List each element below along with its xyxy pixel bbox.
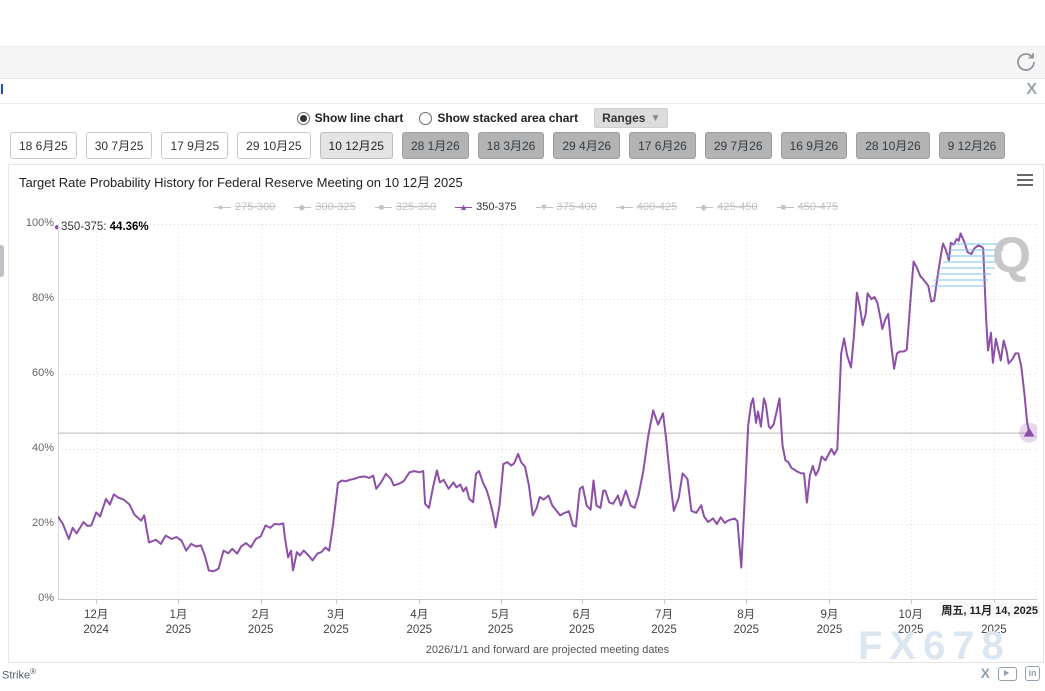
y-axis-label: 80% bbox=[31, 292, 54, 304]
chart-controls: Show line chart Show stacked area chart … bbox=[0, 108, 1005, 128]
radio-stacked-area-label: Show stacked area chart bbox=[437, 111, 579, 125]
legend-item-375-400[interactable]: ▼ 375-400 bbox=[535, 201, 597, 213]
youtube-icon[interactable] bbox=[998, 666, 1017, 681]
sub-toolbar-strip: l X bbox=[0, 79, 1045, 104]
x-axis-label: 8月 2025 bbox=[733, 609, 760, 636]
social-links: X in bbox=[981, 666, 1040, 681]
y-axis-label: 20% bbox=[31, 517, 54, 529]
y-axis-label: 60% bbox=[31, 367, 54, 379]
x-axis-label: 10月 2025 bbox=[897, 609, 924, 636]
legend-item-350-375[interactable]: ▲ 350-375 bbox=[455, 201, 517, 213]
x-axis-label: 12月 2024 bbox=[83, 609, 109, 636]
linkedin-icon[interactable]: in bbox=[1025, 666, 1040, 681]
x-axis-label: 6月 2025 bbox=[568, 609, 595, 636]
legend-item-400-425[interactable]: ● 400-425 bbox=[615, 201, 677, 213]
x-axis-label: 1月 2025 bbox=[165, 609, 192, 636]
legend-item-450-475[interactable]: ■ 450-475 bbox=[776, 201, 838, 213]
crosshair-date-label: 周五, 11月 14, 2025 bbox=[939, 602, 1040, 618]
radio-unselected-icon[interactable] bbox=[419, 111, 433, 125]
tab-28-10月26[interactable]: 28 10月26 bbox=[856, 132, 930, 159]
registered-mark: ® bbox=[30, 667, 37, 676]
x-axis-label: 2025 bbox=[981, 624, 1007, 636]
meeting-tabs: 18 6月25 30 7月25 17 9月25 29 10月25 10 12月25 28 … bbox=[10, 132, 1006, 159]
tab-10-12月25[interactable]: 10 12月25 bbox=[319, 132, 393, 159]
tooltip-series-label: 350-375 bbox=[61, 221, 104, 233]
ranges-dropdown-label: Ranges bbox=[602, 111, 646, 125]
chart-panel: Target Rate Probability History for Fede… bbox=[8, 164, 1044, 663]
y-axis-label: 0% bbox=[38, 592, 54, 604]
tab-17-6月26[interactable]: 17 6月26 bbox=[629, 132, 696, 159]
radio-selected-icon[interactable] bbox=[296, 111, 310, 125]
projection-note: 2026/1/1 and forward are projected meeti… bbox=[425, 644, 670, 656]
tab-29-10月25[interactable]: 29 10月25 bbox=[237, 132, 311, 159]
x-axis-label: 2月 2025 bbox=[247, 609, 274, 636]
tab-9-12月26[interactable]: 9 12月26 bbox=[938, 132, 1006, 159]
x-axis-label: 4月 2025 bbox=[406, 609, 433, 636]
fx678-watermark: FX678 bbox=[858, 624, 1011, 668]
tab-17-9月25[interactable]: 17 9月25 bbox=[161, 132, 229, 159]
tab-29-4月26[interactable]: 29 4月26 bbox=[553, 132, 621, 159]
radio-line-chart[interactable]: Show line chart bbox=[296, 111, 404, 125]
y-axis-label: 100% bbox=[25, 217, 54, 229]
chevron-down-icon: ▼ bbox=[650, 112, 661, 124]
tab-18-6月25[interactable]: 18 6月25 bbox=[10, 132, 77, 159]
y-axis-label: 40% bbox=[31, 442, 54, 454]
legend-item-425-450[interactable]: ◆ 425-450 bbox=[696, 201, 758, 213]
legend-item-325-350[interactable]: ■ 325-350 bbox=[374, 201, 436, 213]
tab-16-9月26[interactable]: 16 9月26 bbox=[780, 132, 848, 159]
legend: ● 275-300 ◆ 300-325 ■ 325-350 ▲ 350-375 ▼ 375-400… bbox=[9, 201, 1043, 213]
tab-18-3月26[interactable]: 18 3月26 bbox=[477, 132, 545, 159]
series-dot-icon: ● bbox=[54, 222, 61, 233]
legend-item-300-325[interactable]: ◆ 300-325 bbox=[294, 201, 356, 213]
truncated-link[interactable]: l bbox=[0, 81, 4, 97]
x-axis-label: 7月 2025 bbox=[651, 609, 677, 636]
x-axis-label: 5月 2025 bbox=[487, 609, 514, 636]
brand-label: Strike® bbox=[2, 667, 37, 682]
tab-28-1月26[interactable]: 28 1月26 bbox=[401, 132, 469, 159]
toolbar-strip bbox=[0, 46, 1045, 79]
tab-30-7月25[interactable]: 30 7月25 bbox=[85, 132, 153, 159]
x-axis-label: 3月 2025 bbox=[323, 609, 349, 636]
radio-line-chart-label: Show line chart bbox=[314, 111, 404, 125]
tab-29-7月26[interactable]: 29 7月26 bbox=[704, 132, 772, 159]
ranges-dropdown[interactable]: Ranges ▼ bbox=[594, 108, 669, 128]
refresh-icon[interactable] bbox=[1014, 50, 1038, 74]
plot-svg[interactable] bbox=[58, 224, 1037, 606]
legend-item-275-300[interactable]: ● 275-300 bbox=[214, 201, 275, 213]
left-scroll-handle[interactable] bbox=[0, 245, 4, 277]
chart-menu-icon[interactable] bbox=[1017, 174, 1033, 186]
radio-stacked-area[interactable]: Show stacked area chart bbox=[419, 111, 578, 125]
x-social-icon[interactable]: X bbox=[980, 665, 990, 681]
chart-title: Target Rate Probability History for Fede… bbox=[19, 175, 463, 190]
x-share-icon[interactable]: X bbox=[1026, 81, 1037, 98]
x-axis-label: 9月 2025 bbox=[816, 609, 843, 636]
